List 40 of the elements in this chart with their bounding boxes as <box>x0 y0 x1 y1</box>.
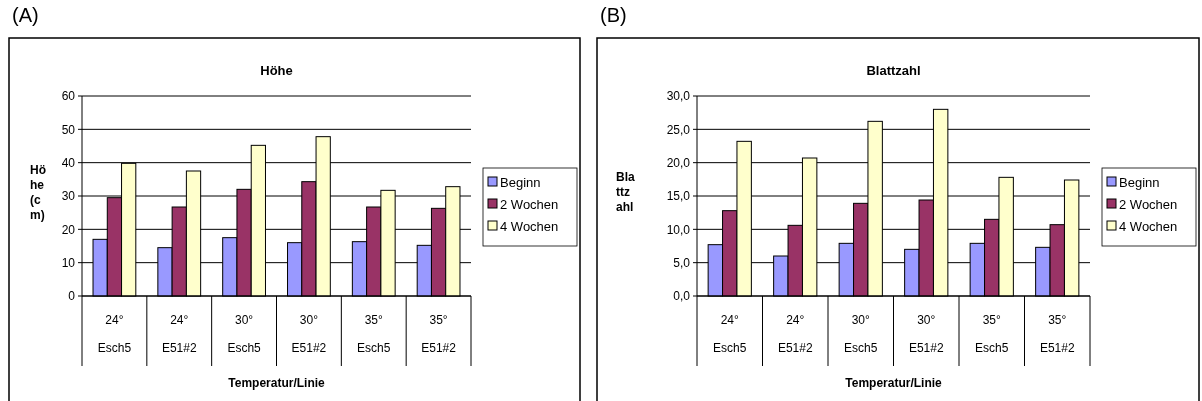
legend-label: 4 Wochen <box>500 218 559 234</box>
x-tick-label: 35° E51#2 <box>421 313 457 355</box>
chart-title: Höhe <box>260 63 293 78</box>
x-tick-label: 30° Esch5 <box>844 313 878 355</box>
y-axis-title: Höhe (cm) <box>30 162 46 222</box>
text: (B) <box>600 4 627 26</box>
y-tick-label: 25,0 <box>666 122 691 137</box>
legend-label: Beginn <box>1119 174 1160 190</box>
y-tick-label: 10 <box>61 255 76 270</box>
x-axis-title: Temperatur/Linie <box>228 376 326 390</box>
y-tick-label: 30,0 <box>666 89 691 104</box>
x-tick-label: 35° E51#2 <box>1039 313 1075 355</box>
x-tick-label: 24° Esch5 <box>713 313 747 355</box>
y-tick-label: 15,0 <box>666 189 691 204</box>
y-tick-label: 20 <box>61 222 76 237</box>
text: (A) <box>12 4 39 26</box>
x-tick-label: 30° E51#2 <box>291 313 327 355</box>
legend-label: 4 Wochen <box>1119 218 1178 234</box>
y-tick-label: 40 <box>61 155 76 170</box>
y-tick-label: 0,0 <box>673 289 691 304</box>
x-tick-label: 35° Esch5 <box>975 313 1009 355</box>
legend-label: 2 Wochen <box>1119 196 1178 212</box>
y-tick-label: 0 <box>68 289 76 304</box>
y-tick-label: 5,0 <box>673 255 691 270</box>
x-tick-label: 30° Esch5 <box>227 313 262 355</box>
chart-title: Blattzahl <box>866 63 921 78</box>
x-axis-title: Temperatur/Linie <box>845 376 943 390</box>
x-tick-label: 30° E51#2 <box>908 313 944 355</box>
y-tick-label: 60 <box>61 89 76 104</box>
y-tick-label: 50 <box>61 122 76 137</box>
y-tick-label: 30 <box>61 189 76 204</box>
y-axis-title: Blattzahl <box>616 170 635 214</box>
x-tick-label: 24° E51#2 <box>161 313 197 355</box>
y-tick-label: 20,0 <box>666 155 691 170</box>
legend-label: 2 Wochen <box>500 196 559 212</box>
legend-label: Beginn <box>500 174 541 190</box>
x-tick-label: 35° Esch5 <box>357 313 391 355</box>
y-tick-label: 10,0 <box>666 222 691 237</box>
x-tick-label: 24° E51#2 <box>777 313 813 355</box>
x-tick-label: 24° Esch5 <box>97 313 132 355</box>
